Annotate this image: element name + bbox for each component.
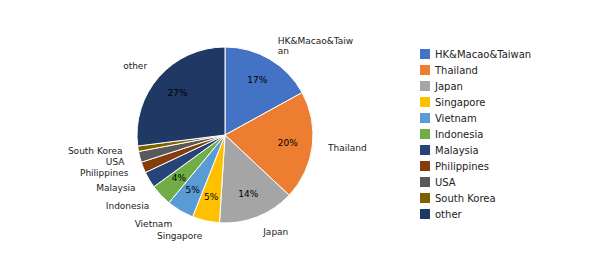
data-labels: 17% 20% 14% 5%5% 4% 27% — [167, 75, 298, 201]
legend-swatch — [420, 177, 430, 187]
slice-label: Malaysia — [96, 183, 135, 193]
slice-label: USA — [106, 157, 125, 167]
slice-label-line: other — [123, 61, 147, 71]
slices — [137, 47, 313, 223]
slice-label-line: Malaysia — [96, 183, 135, 193]
legend-item: Japan — [420, 81, 463, 92]
legend-label: Japan — [434, 81, 463, 92]
legend-label: USA — [435, 177, 456, 188]
slice — [219, 135, 289, 223]
chart: 17% 20% 14% 5%5% 4% 27% HK&Macao&Taiwan Thailan… — [0, 0, 595, 270]
legend-label: Thailand — [434, 65, 478, 76]
slice-label: Japan — [262, 227, 288, 237]
slice-label-line: Vietnam — [135, 219, 173, 229]
legend-swatch — [420, 145, 430, 155]
legend-swatch — [420, 161, 430, 171]
data-label: 14% — [238, 189, 258, 199]
legend-swatch — [420, 97, 430, 107]
slice-label: South Korea — [68, 146, 123, 156]
slice-label: Vietnam — [135, 219, 173, 229]
legend-item: other — [420, 209, 463, 220]
slice-label-line: South Korea — [68, 146, 123, 156]
data-label: 20% — [278, 138, 298, 148]
data-label: 5% — [186, 185, 201, 195]
legend-label: Vietnam — [435, 113, 477, 124]
legend-item: USA — [420, 177, 456, 188]
slice-labels: HK&Macao&Taiwan Thailand Japan Singapore Vie… — [68, 36, 367, 242]
legend-item: South Korea — [420, 193, 496, 204]
slice-label-line: Thailand — [327, 143, 367, 153]
legend-label: Indonesia — [435, 129, 483, 140]
legend-item: Indonesia — [420, 129, 483, 140]
slice-label-line: Singapore — [157, 231, 203, 241]
legend-label: HK&Macao&Taiwan — [435, 49, 531, 60]
slice-label-line: USA — [106, 157, 125, 167]
legend-label: Malaysia — [435, 145, 479, 156]
slice-label-line: Indonesia — [106, 201, 150, 211]
legend: HK&Macao&Taiwan Thailand Japan Singapore Vie… — [420, 49, 531, 220]
data-label: 27% — [167, 88, 187, 98]
slice-label: HK&Macao&Taiwan — [278, 36, 353, 56]
slice-label-line: HK&Macao&Taiw — [278, 36, 353, 46]
data-label: 5% — [204, 192, 219, 202]
legend-item: Singapore — [420, 97, 485, 108]
legend-item: HK&Macao&Taiwan — [420, 49, 531, 60]
legend-swatch — [420, 193, 430, 203]
legend-item: Vietnam — [420, 113, 477, 124]
legend-label: Philippines — [435, 161, 489, 172]
data-label: 17% — [247, 75, 267, 85]
legend-label: other — [435, 209, 463, 220]
slice-label-line: Philippines — [80, 168, 129, 178]
legend-swatch — [420, 65, 430, 75]
slice-label-line: Japan — [262, 227, 288, 237]
legend-item: Thailand — [420, 65, 478, 76]
slice-label: Singapore — [157, 231, 203, 241]
legend-item: Philippines — [420, 161, 489, 172]
slice-label: Thailand — [327, 143, 367, 153]
data-label: 4% — [172, 173, 187, 183]
slice-label: Indonesia — [106, 201, 150, 211]
legend-swatch — [420, 209, 430, 219]
legend-swatch — [420, 129, 430, 139]
legend-swatch — [420, 49, 430, 59]
slice-label-line: an — [278, 46, 289, 56]
legend-label: South Korea — [435, 193, 496, 204]
legend-label: Singapore — [435, 97, 485, 108]
legend-swatch — [420, 113, 430, 123]
slice-label: Philippines — [80, 168, 129, 178]
legend-item: Malaysia — [420, 145, 479, 156]
pie: 17% 20% 14% 5%5% 4% 27% HK&Macao&Taiwan Thailan… — [68, 36, 367, 242]
slice-label: other — [123, 61, 147, 71]
legend-swatch — [420, 81, 430, 91]
slice — [137, 47, 225, 146]
